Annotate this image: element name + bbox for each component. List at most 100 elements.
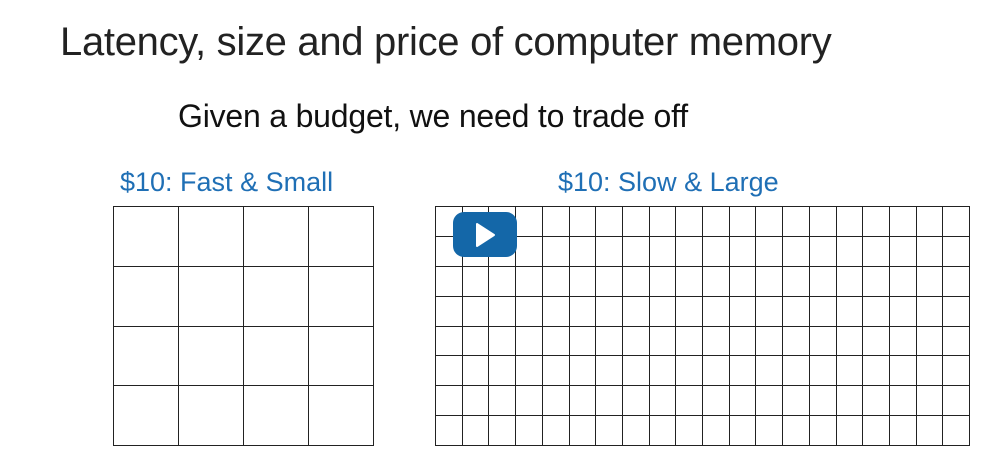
memory-cell: [889, 266, 917, 297]
memory-cell: [703, 386, 730, 417]
memory-cell: [863, 416, 890, 446]
memory-cell: [863, 236, 890, 267]
memory-cell: [309, 266, 374, 327]
memory-cell: [809, 416, 837, 446]
memory-cell: [836, 416, 864, 446]
memory-cell: [244, 207, 309, 267]
memory-cell: [569, 296, 597, 327]
memory-cell: [436, 386, 463, 417]
slide-subtitle: Given a budget, we need to trade off: [178, 98, 688, 134]
memory-cell: [114, 207, 179, 267]
memory-cell: [244, 326, 309, 387]
memory-cell: [943, 326, 970, 357]
memory-cell: [542, 356, 570, 387]
memory-cell: [489, 296, 517, 327]
memory-cell: [676, 356, 703, 387]
memory-cell: [729, 266, 757, 297]
memory-cell: [436, 326, 463, 357]
memory-cell: [836, 326, 864, 357]
video-play-button[interactable]: [453, 212, 517, 257]
memory-cell: [436, 296, 463, 327]
memory-cell: [863, 356, 890, 387]
memory-cell: [703, 207, 730, 237]
memory-cell: [516, 356, 543, 387]
memory-cell: [889, 326, 917, 357]
memory-cell: [889, 386, 917, 417]
memory-cell: [783, 266, 810, 297]
memory-cell: [179, 266, 244, 327]
memory-cell: [179, 326, 244, 387]
memory-cell: [649, 416, 677, 446]
memory-cell: [569, 416, 597, 446]
memory-cell: [703, 266, 730, 297]
memory-cell: [809, 326, 837, 357]
play-icon: [476, 222, 495, 247]
memory-cell: [542, 207, 570, 237]
memory-cell: [244, 386, 309, 446]
memory-cell: [916, 266, 944, 297]
memory-cell: [703, 326, 730, 357]
memory-cell: [516, 386, 543, 417]
memory-cell: [809, 356, 837, 387]
memory-cell: [649, 356, 677, 387]
memory-cell: [836, 386, 864, 417]
memory-cell: [836, 296, 864, 327]
memory-cell: [569, 356, 597, 387]
memory-cell: [622, 266, 650, 297]
memory-cell: [783, 386, 810, 417]
memory-cell: [729, 416, 757, 446]
memory-cell: [516, 296, 543, 327]
memory-cell: [462, 356, 490, 387]
memory-cell: [676, 266, 703, 297]
memory-cell: [569, 207, 597, 237]
memory-cell: [114, 266, 179, 327]
memory-cell: [916, 207, 944, 237]
memory-cell: [309, 386, 374, 446]
slow-large-memory-grid: [435, 206, 970, 446]
memory-cell: [179, 386, 244, 446]
memory-cell: [596, 296, 623, 327]
memory-cell: [783, 207, 810, 237]
memory-cell: [863, 326, 890, 357]
memory-cell: [943, 296, 970, 327]
memory-cell: [542, 296, 570, 327]
memory-cell: [542, 236, 570, 267]
memory-cell: [622, 386, 650, 417]
memory-cell: [649, 386, 677, 417]
memory-cell: [114, 326, 179, 387]
memory-cell: [943, 266, 970, 297]
memory-cell: [596, 236, 623, 267]
memory-cell: [943, 416, 970, 446]
memory-cell: [783, 326, 810, 357]
memory-cell: [756, 207, 784, 237]
memory-cell: [622, 296, 650, 327]
memory-cell: [809, 207, 837, 237]
memory-cell: [489, 236, 517, 267]
memory-cell: [943, 386, 970, 417]
memory-cell: [783, 416, 810, 446]
memory-cell: [516, 326, 543, 357]
memory-cell: [783, 356, 810, 387]
memory-cell: [836, 266, 864, 297]
memory-cell: [596, 326, 623, 357]
memory-cell: [863, 207, 890, 237]
memory-cell: [676, 326, 703, 357]
memory-cell: [622, 236, 650, 267]
memory-cell: [436, 266, 463, 297]
memory-cell: [622, 207, 650, 237]
memory-cell: [916, 326, 944, 357]
memory-cell: [596, 416, 623, 446]
memory-cell: [676, 416, 703, 446]
memory-cell: [569, 386, 597, 417]
memory-cell: [756, 236, 784, 267]
memory-cell: [649, 296, 677, 327]
memory-cell: [516, 266, 543, 297]
memory-cell: [729, 296, 757, 327]
memory-cell: [114, 386, 179, 446]
memory-cell: [756, 386, 784, 417]
memory-cell: [309, 326, 374, 387]
memory-cell: [676, 236, 703, 267]
memory-cell: [729, 207, 757, 237]
memory-cell: [809, 266, 837, 297]
memory-cell: [569, 266, 597, 297]
